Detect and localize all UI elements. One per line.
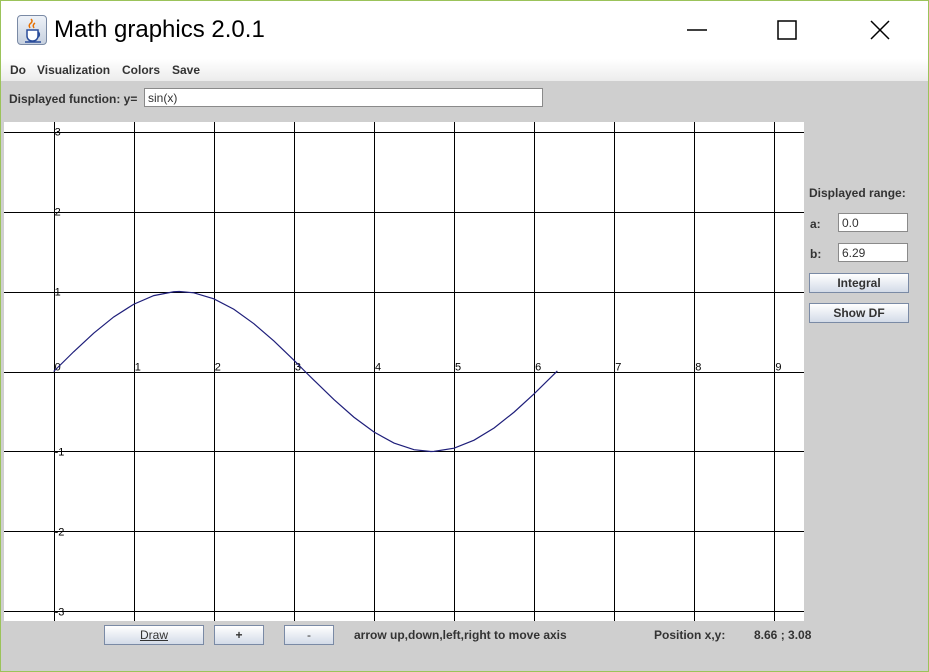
window-title: Math graphics 2.0.1 bbox=[54, 16, 265, 43]
title-bar: Math graphics 2.0.1 bbox=[1, 1, 928, 59]
menu-save[interactable]: Save bbox=[172, 63, 201, 77]
maximize-button[interactable] bbox=[764, 11, 810, 51]
position-label: Position x,y: bbox=[654, 628, 726, 642]
java-cup-icon bbox=[17, 15, 47, 45]
y-tick-label: 1 bbox=[55, 287, 61, 299]
close-icon bbox=[870, 20, 890, 40]
function-input[interactable] bbox=[144, 88, 543, 107]
range-a-input[interactable] bbox=[838, 213, 908, 232]
y-tick-label: -3 bbox=[55, 606, 65, 618]
x-tick-label: 9 bbox=[775, 362, 781, 374]
y-tick-label: -1 bbox=[55, 446, 65, 458]
menu-bar: Do Visualization Colors Save bbox=[1, 59, 928, 81]
zoom-in-button[interactable]: + bbox=[214, 625, 264, 645]
x-tick-label: 8 bbox=[695, 362, 701, 374]
y-tick-label: 2 bbox=[55, 207, 61, 219]
range-b-input[interactable] bbox=[838, 243, 908, 262]
range-a-label: a: bbox=[810, 217, 821, 231]
x-tick-label: 7 bbox=[615, 362, 621, 374]
x-tick-label: 1 bbox=[135, 362, 141, 374]
grid bbox=[4, 122, 804, 621]
navigation-hint: arrow up,down,left,right to move axis bbox=[354, 628, 567, 642]
integral-button[interactable]: Integral bbox=[809, 273, 909, 293]
x-tick-label: 3 bbox=[295, 362, 301, 374]
zoom-out-button[interactable]: - bbox=[284, 625, 334, 645]
range-title: Displayed range: bbox=[809, 186, 906, 200]
y-tick-label: 3 bbox=[55, 127, 61, 139]
function-curve bbox=[53, 290, 558, 453]
menu-visualization[interactable]: Visualization bbox=[37, 63, 111, 77]
position-value: 8.66 ; 3.08 bbox=[754, 628, 812, 642]
minimize-icon bbox=[687, 29, 707, 31]
close-button[interactable] bbox=[857, 11, 903, 51]
plot-background bbox=[4, 122, 804, 621]
range-b-label: b: bbox=[810, 247, 822, 261]
x-tick-label: 2 bbox=[215, 362, 221, 374]
y-tick-label: -2 bbox=[55, 526, 65, 538]
menu-colors[interactable]: Colors bbox=[122, 63, 161, 77]
x-tick-label: 6 bbox=[535, 362, 541, 374]
function-label: Displayed function: y= bbox=[9, 92, 138, 106]
show-df-button[interactable]: Show DF bbox=[809, 303, 909, 323]
x-tick-label: 4 bbox=[375, 362, 381, 374]
menu-do[interactable]: Do bbox=[10, 63, 26, 77]
maximize-icon bbox=[777, 20, 797, 40]
x-tick-label: 5 bbox=[455, 362, 461, 374]
minimize-button[interactable] bbox=[674, 11, 720, 51]
draw-button[interactable]: Draw bbox=[104, 625, 204, 645]
